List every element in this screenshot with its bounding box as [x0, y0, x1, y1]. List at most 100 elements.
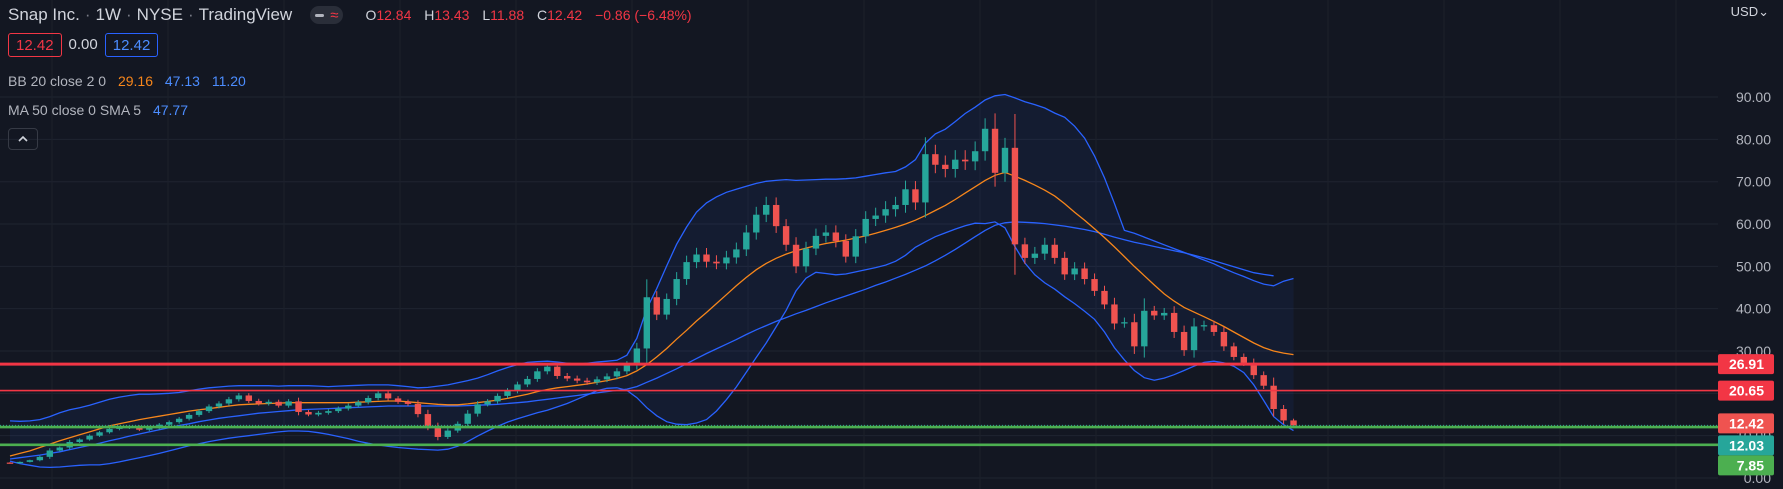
ohlc-values: O12.84 H13.43 L11.88 C12.42 −0.86 (−6.48…	[365, 7, 691, 23]
candle	[185, 413, 193, 421]
candle	[1270, 377, 1277, 417]
candle	[106, 427, 113, 434]
candle	[1031, 246, 1039, 264]
candle	[1170, 306, 1178, 338]
candle	[245, 393, 252, 404]
high-value: 13.43	[434, 7, 470, 23]
candle-body	[1011, 147, 1019, 245]
candle	[593, 376, 601, 385]
candle-body	[1170, 312, 1178, 332]
candle-body	[1061, 257, 1068, 275]
candle-body	[464, 413, 471, 424]
candle-body	[703, 254, 710, 262]
bb-indicator-label: BB 20 close 2 0	[8, 73, 107, 89]
change-value: −0.86 (−6.48%)	[595, 7, 692, 23]
price-label-text: 12.03	[1729, 437, 1764, 453]
candle-body	[1180, 331, 1188, 351]
candle	[952, 150, 959, 178]
candle-body	[942, 164, 949, 169]
candle	[374, 390, 382, 401]
candle-body	[593, 379, 601, 383]
candle	[733, 242, 740, 264]
candle	[255, 398, 262, 406]
candle-body	[365, 397, 372, 403]
candle	[1280, 405, 1287, 425]
candle	[603, 373, 611, 383]
candle-body	[76, 439, 83, 443]
collapse-legend-button[interactable]	[8, 128, 38, 150]
candle-body	[862, 218, 869, 237]
candle-body	[1121, 322, 1128, 324]
open-value: 12.84	[376, 7, 412, 23]
interval-label[interactable]: 1W	[95, 5, 122, 24]
candle	[26, 459, 34, 463]
candle-body	[1081, 268, 1088, 280]
candle-body	[355, 402, 362, 406]
candle	[1131, 313, 1138, 354]
bb-indicator-legend[interactable]: BB 20 close 2 0 29.16 47.13 11.20	[8, 73, 246, 89]
candle	[166, 420, 173, 427]
horizontal-levels[interactable]	[0, 362, 1718, 447]
candle	[613, 368, 621, 380]
currency-label: USD	[1730, 4, 1759, 19]
candle-body	[1280, 409, 1287, 421]
candle-body	[981, 128, 989, 152]
candle-body	[623, 364, 631, 372]
candle-body	[1071, 268, 1078, 275]
price-label-text: 26.91	[1729, 356, 1764, 372]
candle-body	[1021, 244, 1029, 258]
candle	[942, 155, 949, 178]
candle	[1081, 262, 1088, 285]
candle-body	[345, 405, 352, 409]
separator-dot: ·	[187, 5, 194, 24]
candle-body	[753, 214, 760, 233]
candle-body	[693, 254, 700, 263]
candle	[46, 448, 53, 459]
price-label-text: 12.42	[1729, 415, 1764, 431]
wave-icon: ≈	[330, 6, 339, 24]
y-tick-label: 90.00	[1736, 89, 1771, 105]
chart-mode-toggle[interactable]: ≈	[310, 6, 344, 24]
candle-body	[275, 401, 282, 406]
candle	[554, 363, 561, 379]
candle	[1001, 137, 1009, 182]
candle-body	[205, 406, 213, 412]
buy-price-button[interactable]: 12.42	[104, 33, 159, 57]
bb-upper-line	[9, 93, 1294, 422]
price-label-bg	[1718, 354, 1774, 375]
candle	[932, 144, 939, 174]
candle	[772, 197, 780, 233]
candle-body	[1250, 362, 1257, 376]
candle	[1190, 318, 1198, 358]
candle	[1101, 285, 1108, 310]
minus-icon	[315, 13, 325, 17]
price-label-bg	[1718, 380, 1774, 401]
candle	[414, 400, 422, 418]
candle-body	[1151, 310, 1158, 316]
candle-body	[1041, 244, 1048, 254]
candle-body	[295, 401, 302, 412]
candle	[404, 399, 412, 406]
chevron-down-icon: ⌄	[1758, 4, 1769, 19]
candle	[86, 434, 93, 441]
candle-body	[952, 159, 959, 169]
candle-body	[534, 371, 541, 379]
candle	[1071, 262, 1078, 281]
candle	[464, 410, 471, 428]
candle-body	[185, 414, 193, 419]
symbol-name[interactable]: Snap Inc.	[8, 5, 80, 24]
spread-value: 0.00	[68, 36, 98, 53]
separator-dot: ·	[84, 5, 91, 24]
sell-price-button[interactable]: 12.42	[8, 33, 62, 57]
candle	[265, 399, 272, 406]
currency-selector[interactable]: USD⌄	[1731, 4, 1769, 20]
ma-indicator-legend[interactable]: MA 50 close 0 SMA 5 47.77	[8, 102, 188, 118]
candle-body	[673, 279, 680, 299]
candle-body	[772, 204, 780, 227]
candle	[1051, 238, 1058, 264]
candle	[902, 180, 909, 213]
candle	[1151, 305, 1158, 320]
candle	[882, 201, 889, 223]
candle-body	[733, 249, 740, 258]
